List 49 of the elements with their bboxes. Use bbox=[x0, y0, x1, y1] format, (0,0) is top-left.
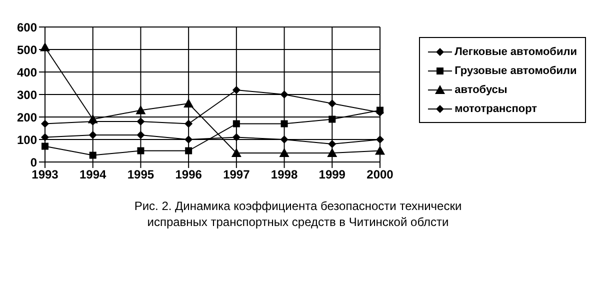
point bbox=[327, 148, 338, 157]
point bbox=[375, 146, 385, 155]
point bbox=[89, 152, 96, 159]
point bbox=[376, 136, 384, 144]
point bbox=[328, 116, 336, 123]
point bbox=[88, 131, 97, 139]
x-tick-label: 1996 bbox=[175, 168, 202, 182]
point bbox=[184, 98, 194, 108]
point bbox=[280, 136, 288, 144]
point bbox=[280, 120, 288, 128]
y-tick-label: 200 bbox=[16, 110, 38, 124]
x-tick-label: 1998 bbox=[270, 168, 298, 182]
text: Рис. 2. Динамика коэффициента безопасности технически исправных транспортных средств в Читинской облсти bbox=[133, 198, 463, 230]
point bbox=[232, 133, 240, 142]
point bbox=[328, 100, 336, 108]
point bbox=[280, 90, 288, 98]
point bbox=[376, 106, 384, 114]
x-tick-label: 1994 bbox=[80, 168, 107, 182]
point bbox=[231, 148, 242, 157]
y-tick-label: 500 bbox=[16, 42, 38, 57]
y-tick-label: 300 bbox=[16, 88, 38, 102]
x-tick-label: 1995 bbox=[127, 168, 154, 182]
point bbox=[184, 136, 193, 144]
point bbox=[232, 86, 240, 94]
legend-label: Легковые автомобили bbox=[454, 46, 577, 58]
point bbox=[42, 142, 48, 150]
x-tick-label: 1997 bbox=[223, 168, 250, 182]
point bbox=[137, 147, 144, 154]
x-tick-label: 1999 bbox=[318, 168, 346, 182]
y-tick-label: 400 bbox=[16, 65, 38, 80]
point bbox=[41, 120, 49, 128]
point bbox=[136, 118, 145, 126]
x-tick-label: 2000 bbox=[366, 168, 394, 182]
point bbox=[136, 131, 145, 139]
y-tick-label: 100 bbox=[16, 132, 38, 147]
x-tick-label: 1993 bbox=[32, 168, 59, 182]
point bbox=[136, 105, 146, 114]
legend-label: Грузовые автомобили bbox=[454, 64, 577, 76]
point bbox=[88, 114, 98, 124]
y-tick-label: 0 bbox=[30, 155, 38, 170]
point bbox=[185, 147, 192, 154]
point bbox=[279, 148, 290, 157]
point bbox=[328, 140, 336, 148]
legend-label: автобусы bbox=[454, 84, 508, 96]
point bbox=[184, 120, 193, 128]
y-tick-label: 600 bbox=[16, 20, 38, 34]
legend-label: мототранспорт bbox=[454, 102, 538, 114]
point bbox=[232, 120, 240, 128]
point bbox=[41, 133, 49, 142]
